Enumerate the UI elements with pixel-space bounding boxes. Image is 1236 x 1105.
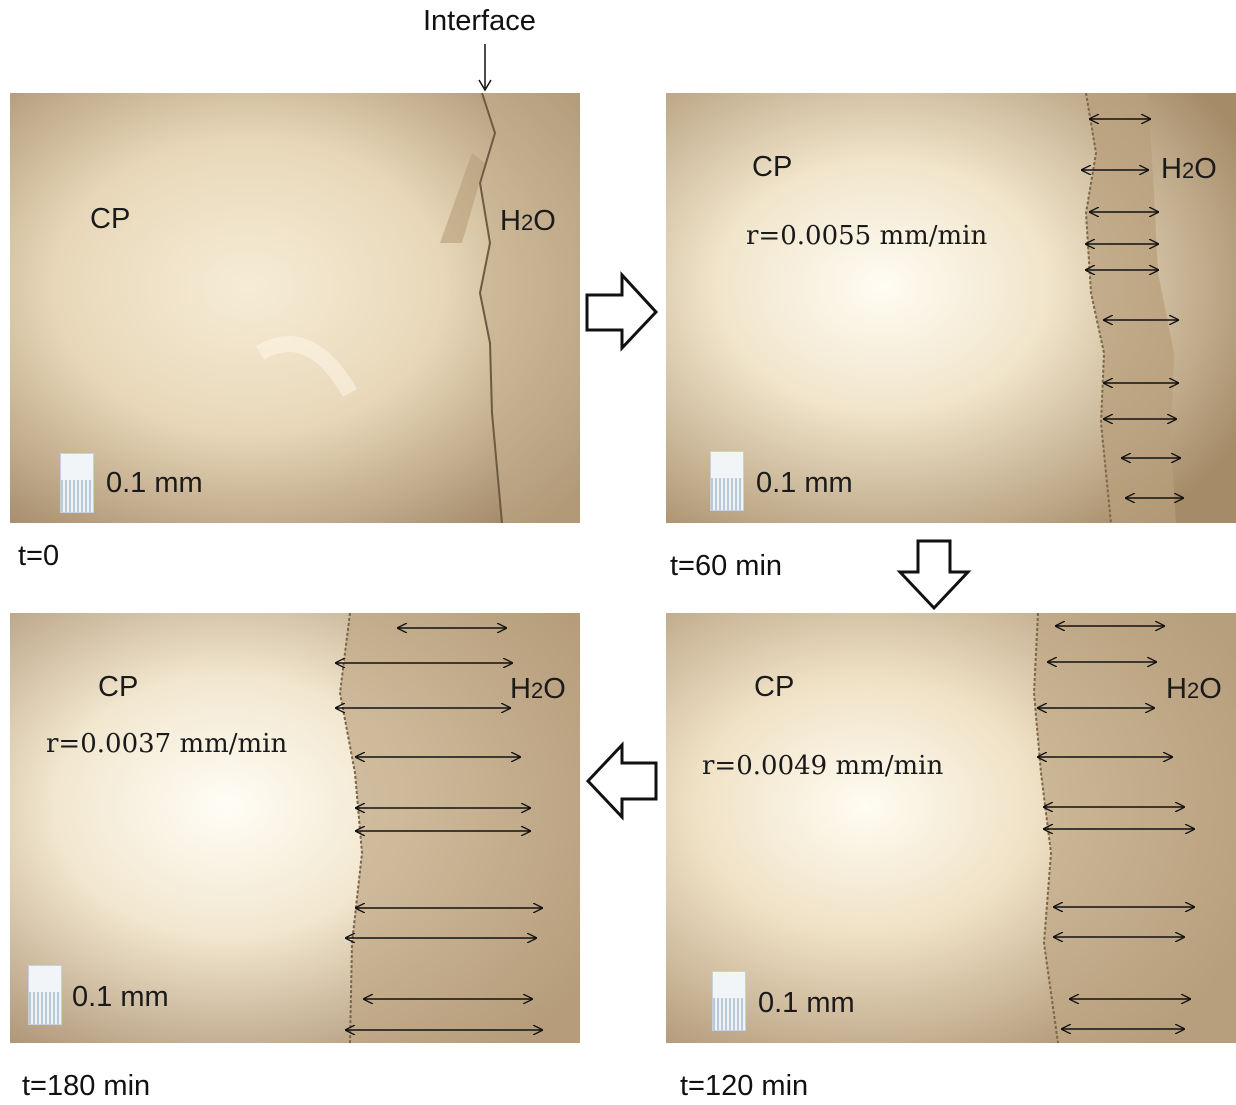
water-label: H2O [1161,153,1217,185]
micrograph-image-t0 [10,93,580,523]
cp-label: CP [90,203,131,235]
water-label: H2O [500,205,556,237]
scale-label: 0.1 mm [756,467,853,499]
scale-bar-icon [710,451,744,511]
rate-label: r=0.0037 mm/min [46,729,288,759]
micrograph-panel-t60: CP H2O r=0.0055 mm/min 0.1 mm [666,93,1236,523]
interface-label: Interface [423,5,536,37]
micrograph-image-t120 [666,613,1236,1043]
water-label: H2O [1166,673,1222,705]
scale-bar-icon [28,965,62,1025]
time-label-t180: t=180 min [22,1070,151,1102]
time-label-t120: t=120 min [680,1070,809,1102]
time-label-t0: t=0 [18,540,60,572]
micrograph-image-t60 [666,93,1236,523]
cp-label: CP [752,151,793,183]
cp-label: CP [754,671,795,703]
time-label-t60: t=60 min [670,550,783,582]
scale-label: 0.1 mm [758,987,855,1019]
micrograph-panel-t120: CP H2O r=0.0049 mm/min 0.1 mm [666,613,1236,1043]
rate-label: r=0.0055 mm/min [746,221,988,251]
micrograph-image-t180 [10,613,580,1043]
scale-label: 0.1 mm [106,467,203,499]
water-label: H2O [510,673,566,705]
cp-label: CP [98,671,139,703]
rate-label: r=0.0049 mm/min [702,751,944,781]
scale-bar-icon [60,453,94,513]
micrograph-panel-t0: CP H2O 0.1 mm [10,93,580,523]
scale-label: 0.1 mm [72,981,169,1013]
micrograph-panel-t180: CP H2O r=0.0037 mm/min 0.1 mm [10,613,580,1043]
scale-bar-icon [712,971,746,1031]
